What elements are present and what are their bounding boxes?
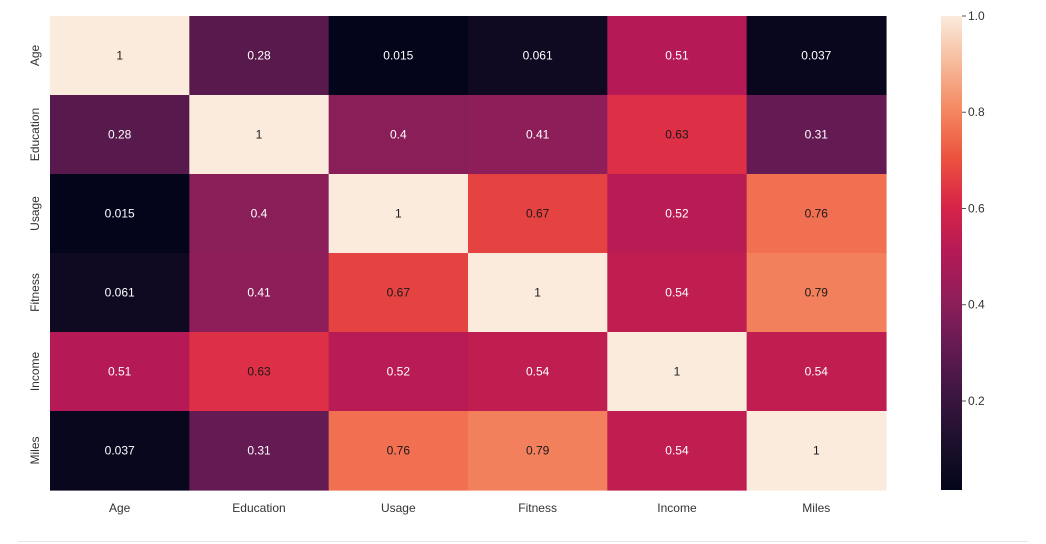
y-tick-label-age: Age (28, 45, 42, 67)
y-tick-label-usage: Usage (28, 196, 42, 231)
heatmap-cell-usage-education (189, 174, 330, 254)
heatmap-cell-fitness-usage (328, 253, 469, 333)
heatmap-cell-age-fitness (467, 16, 608, 96)
y-tick-label-fitness: Fitness (28, 273, 42, 312)
heatmap-cell-label: 0.015 (105, 207, 135, 221)
heatmap-cell-label: 0.28 (108, 128, 132, 142)
colorbar-tick-label: 0.8 (968, 105, 985, 119)
y-tick-label-income: Income (28, 352, 42, 392)
heatmap-cell-label: 0.54 (665, 286, 689, 300)
heatmap-cell-label: 0.63 (665, 128, 689, 142)
heatmap-cell-fitness-education (189, 253, 330, 333)
heatmap-cell-education-fitness (467, 95, 608, 175)
heatmap-cell-label: 0.41 (247, 286, 271, 300)
heatmap-cell-label: 0.037 (801, 49, 831, 63)
heatmap-cell-miles-education (189, 411, 330, 491)
heatmap-cell-fitness-age (50, 253, 190, 333)
bottom-divider (18, 541, 1028, 542)
colorbar-tick-label: 0.6 (968, 201, 985, 215)
heatmap-cell-label: 1 (813, 444, 820, 458)
heatmap-cell-miles-fitness (467, 411, 608, 491)
heatmap-cell-label: 0.79 (805, 286, 829, 300)
heatmap-cell-label: 0.63 (247, 365, 271, 379)
colorbar-tick-label: 0.2 (968, 394, 985, 408)
heatmap-cell-usage-income (607, 174, 748, 254)
heatmap-cell-label: 0.54 (526, 365, 550, 379)
heatmap-cell-label: 1 (534, 286, 541, 300)
y-tick-label-miles: Miles (28, 436, 42, 464)
colorbar-tick-label: 0.4 (968, 298, 985, 312)
heatmap-cell-label: 0.061 (105, 286, 135, 300)
heatmap-cell-label: 0.4 (390, 128, 407, 142)
heatmap-cell-income-age (50, 332, 190, 412)
heatmap-cell-fitness-fitness (467, 253, 608, 333)
heatmap-cell-label: 0.015 (383, 49, 413, 63)
heatmap-cell-age-age (50, 16, 190, 96)
heatmap-cell-age-usage (328, 16, 469, 96)
heatmap-cell-label: 0.51 (665, 49, 689, 63)
heatmap-cell-education-age (50, 95, 190, 175)
heatmap-cell-label: 0.76 (805, 207, 829, 221)
heatmap-cell-label: 0.41 (526, 128, 550, 142)
x-tick-label-education: Education (232, 501, 285, 515)
heatmap-cell-label: 0.31 (247, 444, 271, 458)
heatmap-cell-fitness-miles (746, 253, 887, 333)
heatmap-cell-age-education (189, 16, 330, 96)
heatmap-cell-label: 0.31 (805, 128, 829, 142)
colorbar-tick-label: 1.0 (968, 9, 985, 23)
heatmap-cell-education-usage (328, 95, 469, 175)
heatmap-cell-label: 0.52 (387, 365, 411, 379)
heatmap-cell-education-income (607, 95, 748, 175)
heatmap-cell-age-income (607, 16, 748, 96)
heatmap-cell-education-miles (746, 95, 887, 175)
heatmap-cell-usage-age (50, 174, 190, 254)
colorbar: 0.2 0.4 0.6 0.8 1.0 (941, 9, 985, 490)
heatmap-cell-usage-miles (746, 174, 887, 254)
heatmap-cell-label: 0.67 (526, 207, 550, 221)
heatmap-cell-label: 0.67 (387, 286, 411, 300)
heatmap-cell-label: 0.51 (108, 365, 132, 379)
heatmap-cell-miles-miles (746, 411, 887, 491)
heatmap-cell-income-usage (328, 332, 469, 412)
x-tick-label-income: Income (657, 501, 697, 515)
x-tick-label-miles: Miles (802, 501, 830, 515)
heatmap-cell-label: 0.76 (387, 444, 411, 458)
heatmap-cell-education-education (189, 95, 330, 175)
x-axis-tick-labels: Age Education Usage Fitness Income Miles (109, 501, 830, 515)
x-tick-label-usage: Usage (381, 501, 416, 515)
heatmap-cell-fitness-income (607, 253, 748, 333)
heatmap-cell-label: 1 (116, 49, 123, 63)
colorbar-gradient (941, 16, 962, 490)
heatmap-cell-label: 0.28 (247, 49, 271, 63)
heatmap-cell-label: 0.061 (523, 49, 553, 63)
heatmap-cell-income-income (607, 332, 748, 412)
heatmap-cell-income-miles (746, 332, 887, 412)
heatmap-cell-income-education (189, 332, 330, 412)
x-tick-label-fitness: Fitness (518, 501, 557, 515)
y-axis-tick-labels: Age Education Usage Fitness Income Miles (28, 45, 42, 465)
heatmap-cell-label: 1 (256, 128, 263, 142)
heatmap-cell-label: 0.4 (251, 207, 268, 221)
heatmap-cell-label: 1 (674, 365, 681, 379)
heatmap-cell-miles-usage (328, 411, 469, 491)
y-tick-label-education: Education (28, 108, 42, 161)
heatmap-cell-label: 0.54 (805, 365, 829, 379)
heatmap-cell-income-fitness (467, 332, 608, 412)
heatmap-cell-usage-fitness (467, 174, 608, 254)
heatmap-cell-label: 0.79 (526, 444, 550, 458)
heatmap-cell-age-miles (746, 16, 887, 96)
heatmap-cell-miles-income (607, 411, 748, 491)
x-tick-label-age: Age (109, 501, 131, 515)
heatmap-cell-label: 0.52 (665, 207, 689, 221)
heatmap-cells (50, 16, 887, 491)
heatmap-cell-label: 1 (395, 207, 402, 221)
heatmap-cell-label: 0.54 (665, 444, 689, 458)
heatmap-cell-usage-usage (328, 174, 469, 254)
heatmap-cell-miles-age (50, 411, 190, 491)
heatmap-cell-label: 0.037 (105, 444, 135, 458)
